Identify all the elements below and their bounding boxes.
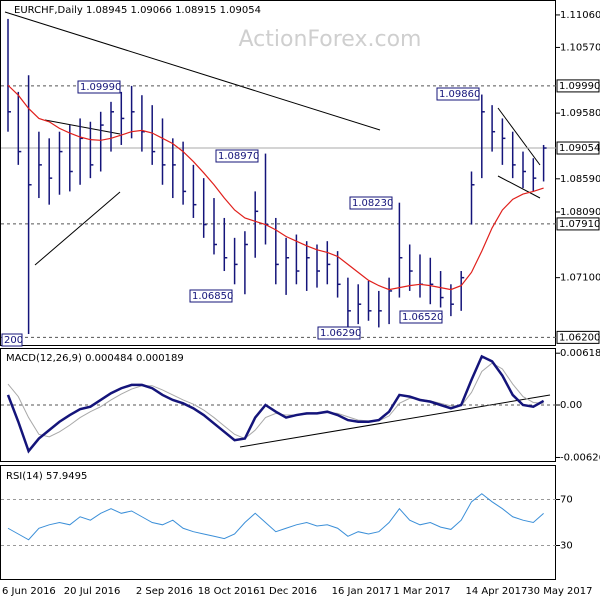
y-tick-label: 30 <box>560 541 573 552</box>
level-label-box <box>556 141 600 155</box>
trend-line <box>34 191 121 266</box>
level-label-box <box>556 217 600 231</box>
series-line <box>7 362 544 440</box>
y-tick-label: 1.10570 <box>560 42 600 53</box>
x-tick-label: 1 Mar 2017 <box>393 586 450 597</box>
trend-line <box>497 107 541 166</box>
annotation: 1.06290 <box>320 328 361 339</box>
annotation-box <box>1 333 23 347</box>
level-label: 1.09054 <box>559 143 600 154</box>
price-panel <box>0 0 556 346</box>
x-tick-label: 6 Jun 2016 <box>2 586 56 597</box>
level-label-box <box>556 330 600 344</box>
annotation-box <box>317 326 361 340</box>
trend-line <box>497 175 541 199</box>
annotation: 1.08230 <box>352 198 393 209</box>
level-label-box <box>556 79 600 93</box>
y-tick-label: 1.09580 <box>560 108 600 119</box>
annotation: 1.09860 <box>439 89 480 100</box>
y-tick-label: -0.00626 <box>560 452 600 463</box>
x-tick-label: 20 Jul 2016 <box>64 586 121 597</box>
chart-title: EURCHF,Daily 1.08945 1.09066 1.08915 1.0… <box>14 5 261 16</box>
y-tick-label: 0.00 <box>560 400 582 411</box>
panel-title: MACD(12,26,9) 0.000484 0.000189 <box>6 353 184 364</box>
rsi-panel <box>0 465 556 580</box>
level-label: 1.07910 <box>559 219 600 230</box>
series-line <box>7 493 544 541</box>
annotation: 200 <box>4 335 23 346</box>
x-tick-label: 2 Sep 2016 <box>136 586 193 597</box>
annotation-box <box>399 310 443 324</box>
annotation: 1.06850 <box>192 291 233 302</box>
x-tick-label: 16 Jan 2017 <box>332 586 392 597</box>
y-tick-label: 70 <box>560 495 573 506</box>
level-label: 1.06200 <box>559 332 600 343</box>
y-tick-label: 1.08590 <box>560 174 600 185</box>
annotation: 1.08970 <box>218 151 259 162</box>
x-tick-label: 30 May 2017 <box>527 586 592 597</box>
level-label: 1.09990 <box>559 81 600 92</box>
trend-line <box>44 119 121 135</box>
watermark: ActionForex.com <box>239 27 422 52</box>
trend-line <box>239 394 551 448</box>
annotation-box <box>77 80 121 94</box>
y-tick-label: 1.07100 <box>560 273 600 284</box>
panel-title: RSI(14) 57.9495 <box>6 471 87 482</box>
annotation-box <box>436 87 480 101</box>
y-tick-label: 1.08090 <box>560 207 600 218</box>
x-tick-label: 1 Dec 2016 <box>260 586 318 597</box>
moving-average <box>7 84 544 291</box>
annotation-box <box>189 289 233 303</box>
series-line <box>6 354 545 454</box>
y-tick-label: 0.00618 <box>560 348 600 359</box>
annotation-box <box>215 149 259 163</box>
x-tick-label: 18 Oct 2016 <box>198 586 260 597</box>
annotation: 1.06520 <box>402 312 443 323</box>
trend-line <box>4 11 381 131</box>
y-tick-label: 1.11060 <box>560 10 600 21</box>
annotation: 1.09990 <box>80 82 121 93</box>
annotation-box <box>349 196 393 210</box>
x-tick-label: 14 Apr 2017 <box>466 586 528 597</box>
